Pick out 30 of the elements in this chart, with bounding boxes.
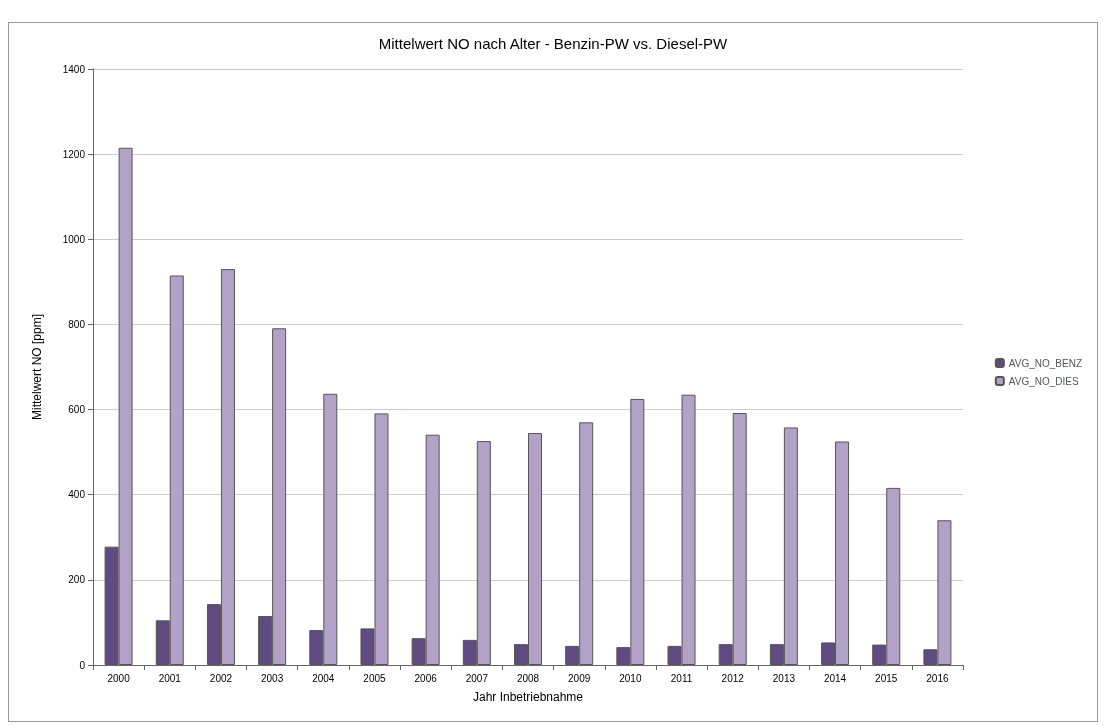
x-tick-label: 2016 xyxy=(926,672,949,684)
x-tick-label: 2013 xyxy=(772,672,796,684)
x-tick-label: 2007 xyxy=(465,672,489,684)
x-tick-label: 2012 xyxy=(721,672,745,684)
x-tick-label: 2003 xyxy=(260,672,284,684)
y-tick-label: 1400 xyxy=(62,63,86,75)
y-tick-label: 200 xyxy=(68,574,86,586)
y-tick-label: 1000 xyxy=(62,233,86,245)
y-axis-title: Mittelwert NO [ppm] xyxy=(30,313,44,421)
y-tick-label: 600 xyxy=(68,404,86,416)
x-tick-label: 2000 xyxy=(107,672,131,684)
x-tick-label: 2014 xyxy=(823,672,847,684)
x-tick-label: 2009 xyxy=(568,672,591,684)
y-tick-label: 400 xyxy=(68,489,86,501)
y-tick-label: 1200 xyxy=(62,148,86,160)
legend-label: AVG_NO_DIES xyxy=(1008,375,1079,387)
x-tick-label: 2006 xyxy=(414,672,438,684)
x-tick-label: 2010 xyxy=(619,672,642,684)
chart-title: Mittelwert NO nach Alter - Benzin-PW vs. Diesel-PW xyxy=(378,35,729,52)
y-tick-label: 0 xyxy=(79,659,86,671)
y-tick-label: 800 xyxy=(68,318,86,330)
legend-label: AVG_NO_BENZ xyxy=(1008,357,1082,369)
x-tick-label: 2011 xyxy=(670,672,693,684)
x-tick-label: 2001 xyxy=(158,672,182,684)
x-tick-label: 2004 xyxy=(312,672,335,684)
x-axis-title: Jahr Inbetriebnahme xyxy=(472,690,584,704)
x-tick-label: 2002 xyxy=(209,672,233,684)
x-tick-label: 2005 xyxy=(363,672,387,684)
x-tick-label: 2015 xyxy=(875,672,898,684)
x-tick-label: 2008 xyxy=(516,672,540,684)
